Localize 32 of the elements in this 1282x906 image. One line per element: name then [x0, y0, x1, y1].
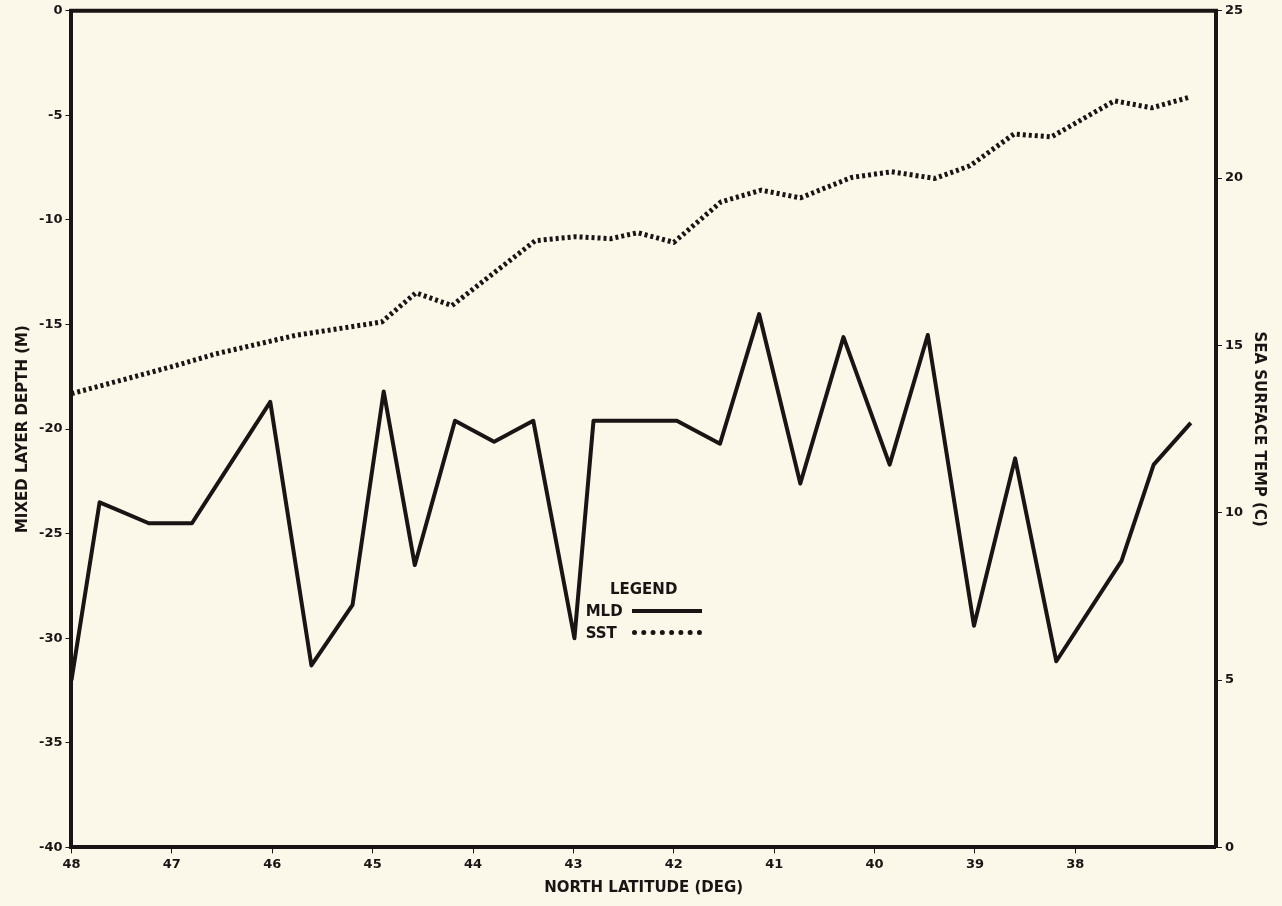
y-tick-label: -10 [38, 211, 63, 227]
x-tick-label: 42 [664, 855, 683, 871]
x-tick-label: 47 [162, 855, 181, 871]
y-tick-label: -40 [38, 838, 63, 854]
y-tick-label: -5 [48, 106, 63, 122]
y2-tick-label: 15 [1224, 336, 1243, 352]
x-tick-label: 38 [1066, 855, 1085, 871]
y-tick-label: -20 [38, 420, 63, 436]
y-axis-title: MIXED LAYER DEPTH (M) [12, 325, 31, 534]
x-tick-label: 43 [564, 855, 583, 871]
legend-label: MLD [585, 601, 624, 620]
x-tick-label: 40 [865, 855, 884, 871]
y2-axis-title: SEA SURFACE TEMP (C) [1251, 331, 1270, 527]
x-tick-label: 41 [765, 855, 784, 871]
x-tick-label: 39 [965, 855, 985, 871]
y-tick-label: -25 [38, 525, 63, 541]
legend-label: SST [585, 623, 618, 642]
y-tick-label: -30 [38, 629, 63, 645]
x-axis-title: NORTH LATITUDE (DEG) [544, 877, 744, 896]
y2-tick-label: 0 [1224, 838, 1234, 854]
y-tick-label: -15 [38, 315, 63, 331]
x-tick-label: 48 [62, 855, 81, 871]
legend-title: LEGEND [609, 579, 679, 598]
y-tick-label: 0 [53, 2, 63, 18]
y2-tick-label: 25 [1224, 2, 1243, 18]
x-tick-label: 45 [363, 855, 382, 871]
y2-tick-label: 10 [1224, 504, 1243, 520]
y-tick-label: -35 [38, 734, 63, 750]
x-tick-label: 46 [263, 855, 282, 871]
y2-tick-label: 20 [1224, 169, 1243, 185]
y2-tick-label: 5 [1224, 671, 1234, 687]
x-tick-label: 44 [463, 855, 483, 871]
